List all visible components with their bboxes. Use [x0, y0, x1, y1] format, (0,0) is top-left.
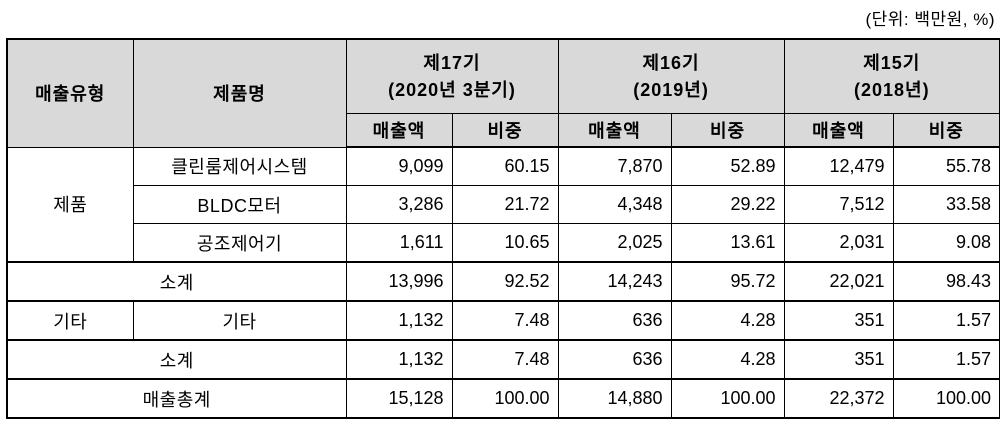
- cell-p17-amount: 9,099: [345, 146, 453, 186]
- cell-p16-amount: 2,025: [557, 223, 672, 263]
- cell-p15-share: 9.08: [892, 223, 1000, 263]
- cell-p17-amount: 1,132: [345, 339, 453, 380]
- header-period-16: 제16기 (2019년): [557, 38, 785, 114]
- cell-p17-share: 100.00: [451, 378, 559, 419]
- cell-p16-share: 13.61: [670, 223, 785, 263]
- cell-p15-amount: 2,031: [783, 223, 894, 263]
- cell-subtotal-label: 소계: [6, 261, 347, 302]
- cell-grand-total-label: 매출총계: [6, 378, 347, 419]
- cell-p16-share: 52.89: [670, 146, 785, 186]
- cell-p16-share: 100.00: [670, 378, 785, 419]
- header-period-row: 매출유형 제품명 제17기 (2020년 3분기) 제16기 (2019년) 제…: [6, 38, 1000, 148]
- table-header: 매출유형 제품명 제17기 (2020년 3분기) 제16기 (2019년) 제…: [6, 38, 1000, 148]
- header-product-name: 제품명: [132, 38, 347, 148]
- header-period-17: 제17기 (2020년 3분기): [345, 38, 559, 114]
- cell-p17-share: 21.72: [451, 185, 559, 224]
- cell-subtotal-label: 소계: [6, 339, 347, 380]
- cell-p16-amount: 14,243: [557, 261, 672, 302]
- cell-p17-share: 7.48: [451, 339, 559, 380]
- period-15-subtitle: (2018년): [853, 79, 930, 100]
- cell-p16-amount: 636: [557, 300, 672, 341]
- cell-sales-type-other: 기타: [6, 300, 134, 341]
- period-16-subtitle: (2019년): [633, 79, 709, 100]
- header-p17-amount: 매출액: [345, 113, 453, 148]
- header-p15-amount: 매출액: [783, 113, 894, 148]
- cell-p15-share: 100.00: [892, 378, 1000, 419]
- table-row-other: 기타 기타 1,132 7.48 636 4.28 351 1.57: [6, 300, 1000, 341]
- cell-p17-amount: 13,996: [345, 261, 453, 302]
- cell-p17-share: 7.48: [451, 300, 559, 341]
- cell-p16-share: 4.28: [670, 339, 785, 380]
- header-measure-row: 매출액 비중 매출액 비중 매출액 비중: [7, 113, 1000, 148]
- cell-product-name: 공조제어기: [132, 223, 347, 263]
- period-17-title: 제17기: [423, 52, 481, 73]
- cell-p16-amount: 4,348: [557, 185, 672, 224]
- cell-product-name: BLDC모터: [132, 185, 347, 224]
- header-p17-share: 비중: [451, 113, 559, 148]
- cell-p15-share: 98.43: [892, 261, 1000, 302]
- period-17-subtitle: (2020년 3분기): [388, 79, 516, 100]
- table-row-subtotal-other: 소계 1,132 7.48 636 4.28 351 1.57: [6, 339, 1000, 380]
- table-row-subtotal-product: 소계 13,996 92.52 14,243 95.72 22,021 98.4…: [6, 261, 1000, 302]
- cell-p16-share: 95.72: [670, 261, 785, 302]
- cell-p15-share: 1.57: [892, 300, 1000, 341]
- header-period-15: 제15기 (2018년): [783, 38, 1000, 114]
- cell-p16-amount: 7,870: [557, 146, 672, 186]
- cell-p15-amount: 22,021: [783, 261, 894, 302]
- unit-label: (단위: 백만원, %): [865, 10, 995, 29]
- table-row-bldc-motor: BLDC모터 3,286 21.72 4,348 29.22 7,512 33.…: [7, 185, 1000, 224]
- cell-p16-share: 4.28: [670, 300, 785, 341]
- header-sales-type: 매출유형: [6, 38, 134, 148]
- cell-p16-amount: 14,880: [557, 378, 672, 419]
- cell-product-name: 기타: [132, 300, 347, 341]
- header-p15-share: 비중: [892, 113, 1000, 148]
- cell-p17-amount: 3,286: [345, 185, 453, 224]
- table-body: 제품 클린룸제어시스템 9,099 60.15 7,870 52.89 12,4…: [6, 146, 1000, 419]
- cell-p15-amount: 12,479: [783, 146, 894, 186]
- cell-p17-amount: 1,132: [345, 300, 453, 341]
- cell-product-name: 클린룸제어시스템: [132, 146, 347, 186]
- cell-p15-share: 1.57: [892, 339, 1000, 380]
- cell-p17-share: 60.15: [451, 146, 559, 186]
- cell-p15-share: 33.58: [892, 185, 1000, 224]
- cell-p15-amount: 22,372: [783, 378, 894, 419]
- table-row-cleanroom: 제품 클린룸제어시스템 9,099 60.15 7,870 52.89 12,4…: [6, 146, 1000, 263]
- cell-p16-share: 29.22: [670, 185, 785, 224]
- sales-breakdown-table: 매출유형 제품명 제17기 (2020년 3분기) 제16기 (2019년) 제…: [6, 38, 1000, 419]
- cell-p15-amount: 351: [783, 339, 894, 380]
- period-15-title: 제15기: [863, 52, 921, 73]
- cell-p17-amount: 15,128: [345, 378, 453, 419]
- period-16-title: 제16기: [642, 52, 700, 73]
- cell-p17-share: 92.52: [451, 261, 559, 302]
- cell-p17-share: 10.65: [451, 223, 559, 263]
- header-p16-share: 비중: [670, 113, 785, 148]
- cell-sales-type-product: 제품: [6, 146, 134, 263]
- table-row-grand-total: 매출총계 15,128 100.00 14,880 100.00 22,372 …: [6, 378, 1000, 419]
- cell-p17-amount: 1,611: [345, 223, 453, 263]
- cell-p15-share: 55.78: [892, 146, 1000, 186]
- table-row-hvac-controller: 공조제어기 1,611 10.65 2,025 13.61 2,031 9.08: [7, 223, 1000, 263]
- header-p16-amount: 매출액: [557, 113, 672, 148]
- cell-p15-amount: 351: [783, 300, 894, 341]
- cell-p15-amount: 7,512: [783, 185, 894, 224]
- cell-p16-amount: 636: [557, 339, 672, 380]
